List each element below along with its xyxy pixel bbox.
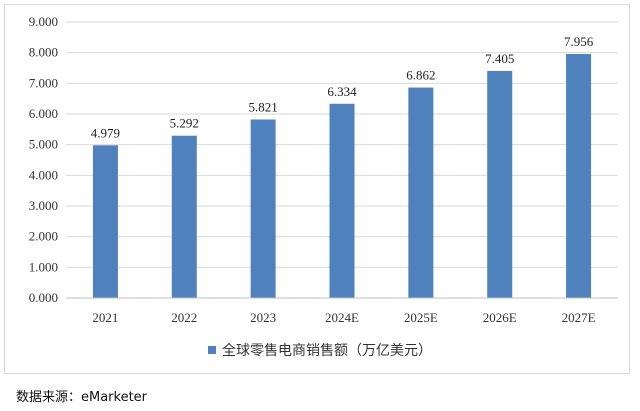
data-label-2021: 4.979: [91, 125, 120, 140]
y-tick-label: 1.000: [29, 259, 58, 274]
data-label-2025E: 6.862: [406, 68, 435, 83]
data-label-2027E: 7.956: [564, 34, 594, 49]
y-tick-label: 0.000: [29, 290, 58, 305]
x-tick-label-2027E: 2027E: [562, 310, 596, 325]
bar-2027E: [566, 54, 592, 299]
bar-2023: [250, 119, 276, 298]
data-label-2026E: 7.405: [485, 51, 514, 66]
bar-2024E: [329, 103, 355, 299]
data-label-2023: 5.821: [249, 99, 278, 114]
x-axis-ticks: 2021 2022 2023 2024E 2025E 2026E 2027E: [92, 310, 595, 325]
data-labels: 4.979 5.292 5.821 6.334 6.862 7.405 7.956: [91, 34, 594, 140]
bar-2026E: [487, 70, 513, 298]
legend: 全球零售电商销售额（万亿美元）: [0, 340, 640, 360]
data-label-2022: 5.292: [170, 116, 199, 131]
source-note: 数据来源：eMarketer: [16, 390, 148, 405]
y-tick-label: 5.000: [29, 137, 58, 152]
x-tick-label-2026E: 2026E: [483, 310, 517, 325]
legend-swatch: [208, 346, 216, 354]
y-tick-label: 7.000: [29, 75, 58, 90]
y-tick-label: 9.000: [29, 14, 58, 29]
legend-label: 全球零售电商销售额（万亿美元）: [222, 343, 432, 359]
bar-2021: [92, 145, 118, 298]
y-tick-label: 3.000: [29, 198, 58, 213]
bars: [92, 54, 592, 299]
y-tick-label: 2.000: [29, 229, 58, 244]
x-tick-label-2021: 2021: [92, 310, 118, 325]
x-tick-label-2024E: 2024E: [325, 310, 359, 325]
bar-2025E: [408, 87, 434, 298]
y-axis-ticks: 0.000 1.000 2.000 3.000 4.000 5.000 6.000 7.000…: [29, 14, 58, 305]
y-tick-label: 6.000: [29, 106, 58, 121]
y-tick-label: 8.000: [29, 45, 58, 60]
y-tick-label: 4.000: [29, 167, 58, 182]
data-label-2024E: 6.334: [327, 84, 357, 99]
x-tick-label-2022: 2022: [171, 310, 197, 325]
bar-2022: [171, 135, 197, 298]
x-tick-label-2025E: 2025E: [404, 310, 438, 325]
x-tick-label-2023: 2023: [250, 310, 276, 325]
